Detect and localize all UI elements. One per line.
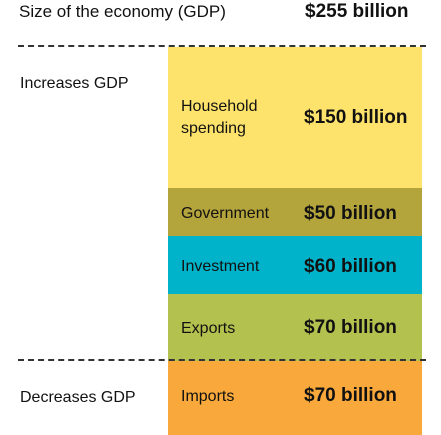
imports-value: $70 billion	[304, 385, 397, 406]
household-spending-label: Household spending	[181, 98, 258, 137]
imports-block: Imports $70 billion	[168, 361, 422, 435]
household-spending-block: Household spending $150 billion	[168, 47, 422, 188]
exports-block: Exports $70 billion	[168, 294, 422, 361]
increases-gdp-label: Increases GDP	[20, 75, 129, 92]
gdp-total-value: $255 billion	[305, 1, 409, 22]
top-divider	[18, 45, 426, 47]
government-value: $50 billion	[304, 203, 397, 224]
imports-label: Imports	[181, 388, 235, 405]
investment-block: Investment $60 billion	[168, 236, 422, 294]
investment-label: Investment	[181, 258, 260, 275]
household-spending-value: $150 billion	[304, 107, 408, 128]
exports-label: Exports	[181, 320, 236, 337]
gdp-title: Size of the economy (GDP)	[19, 2, 226, 21]
government-block: Government $50 billion	[168, 188, 422, 236]
bottom-divider	[18, 359, 426, 361]
government-label: Government	[181, 205, 270, 222]
decreases-gdp-label: Decreases GDP	[20, 389, 136, 406]
exports-value: $70 billion	[304, 317, 397, 338]
investment-value: $60 billion	[304, 256, 397, 277]
